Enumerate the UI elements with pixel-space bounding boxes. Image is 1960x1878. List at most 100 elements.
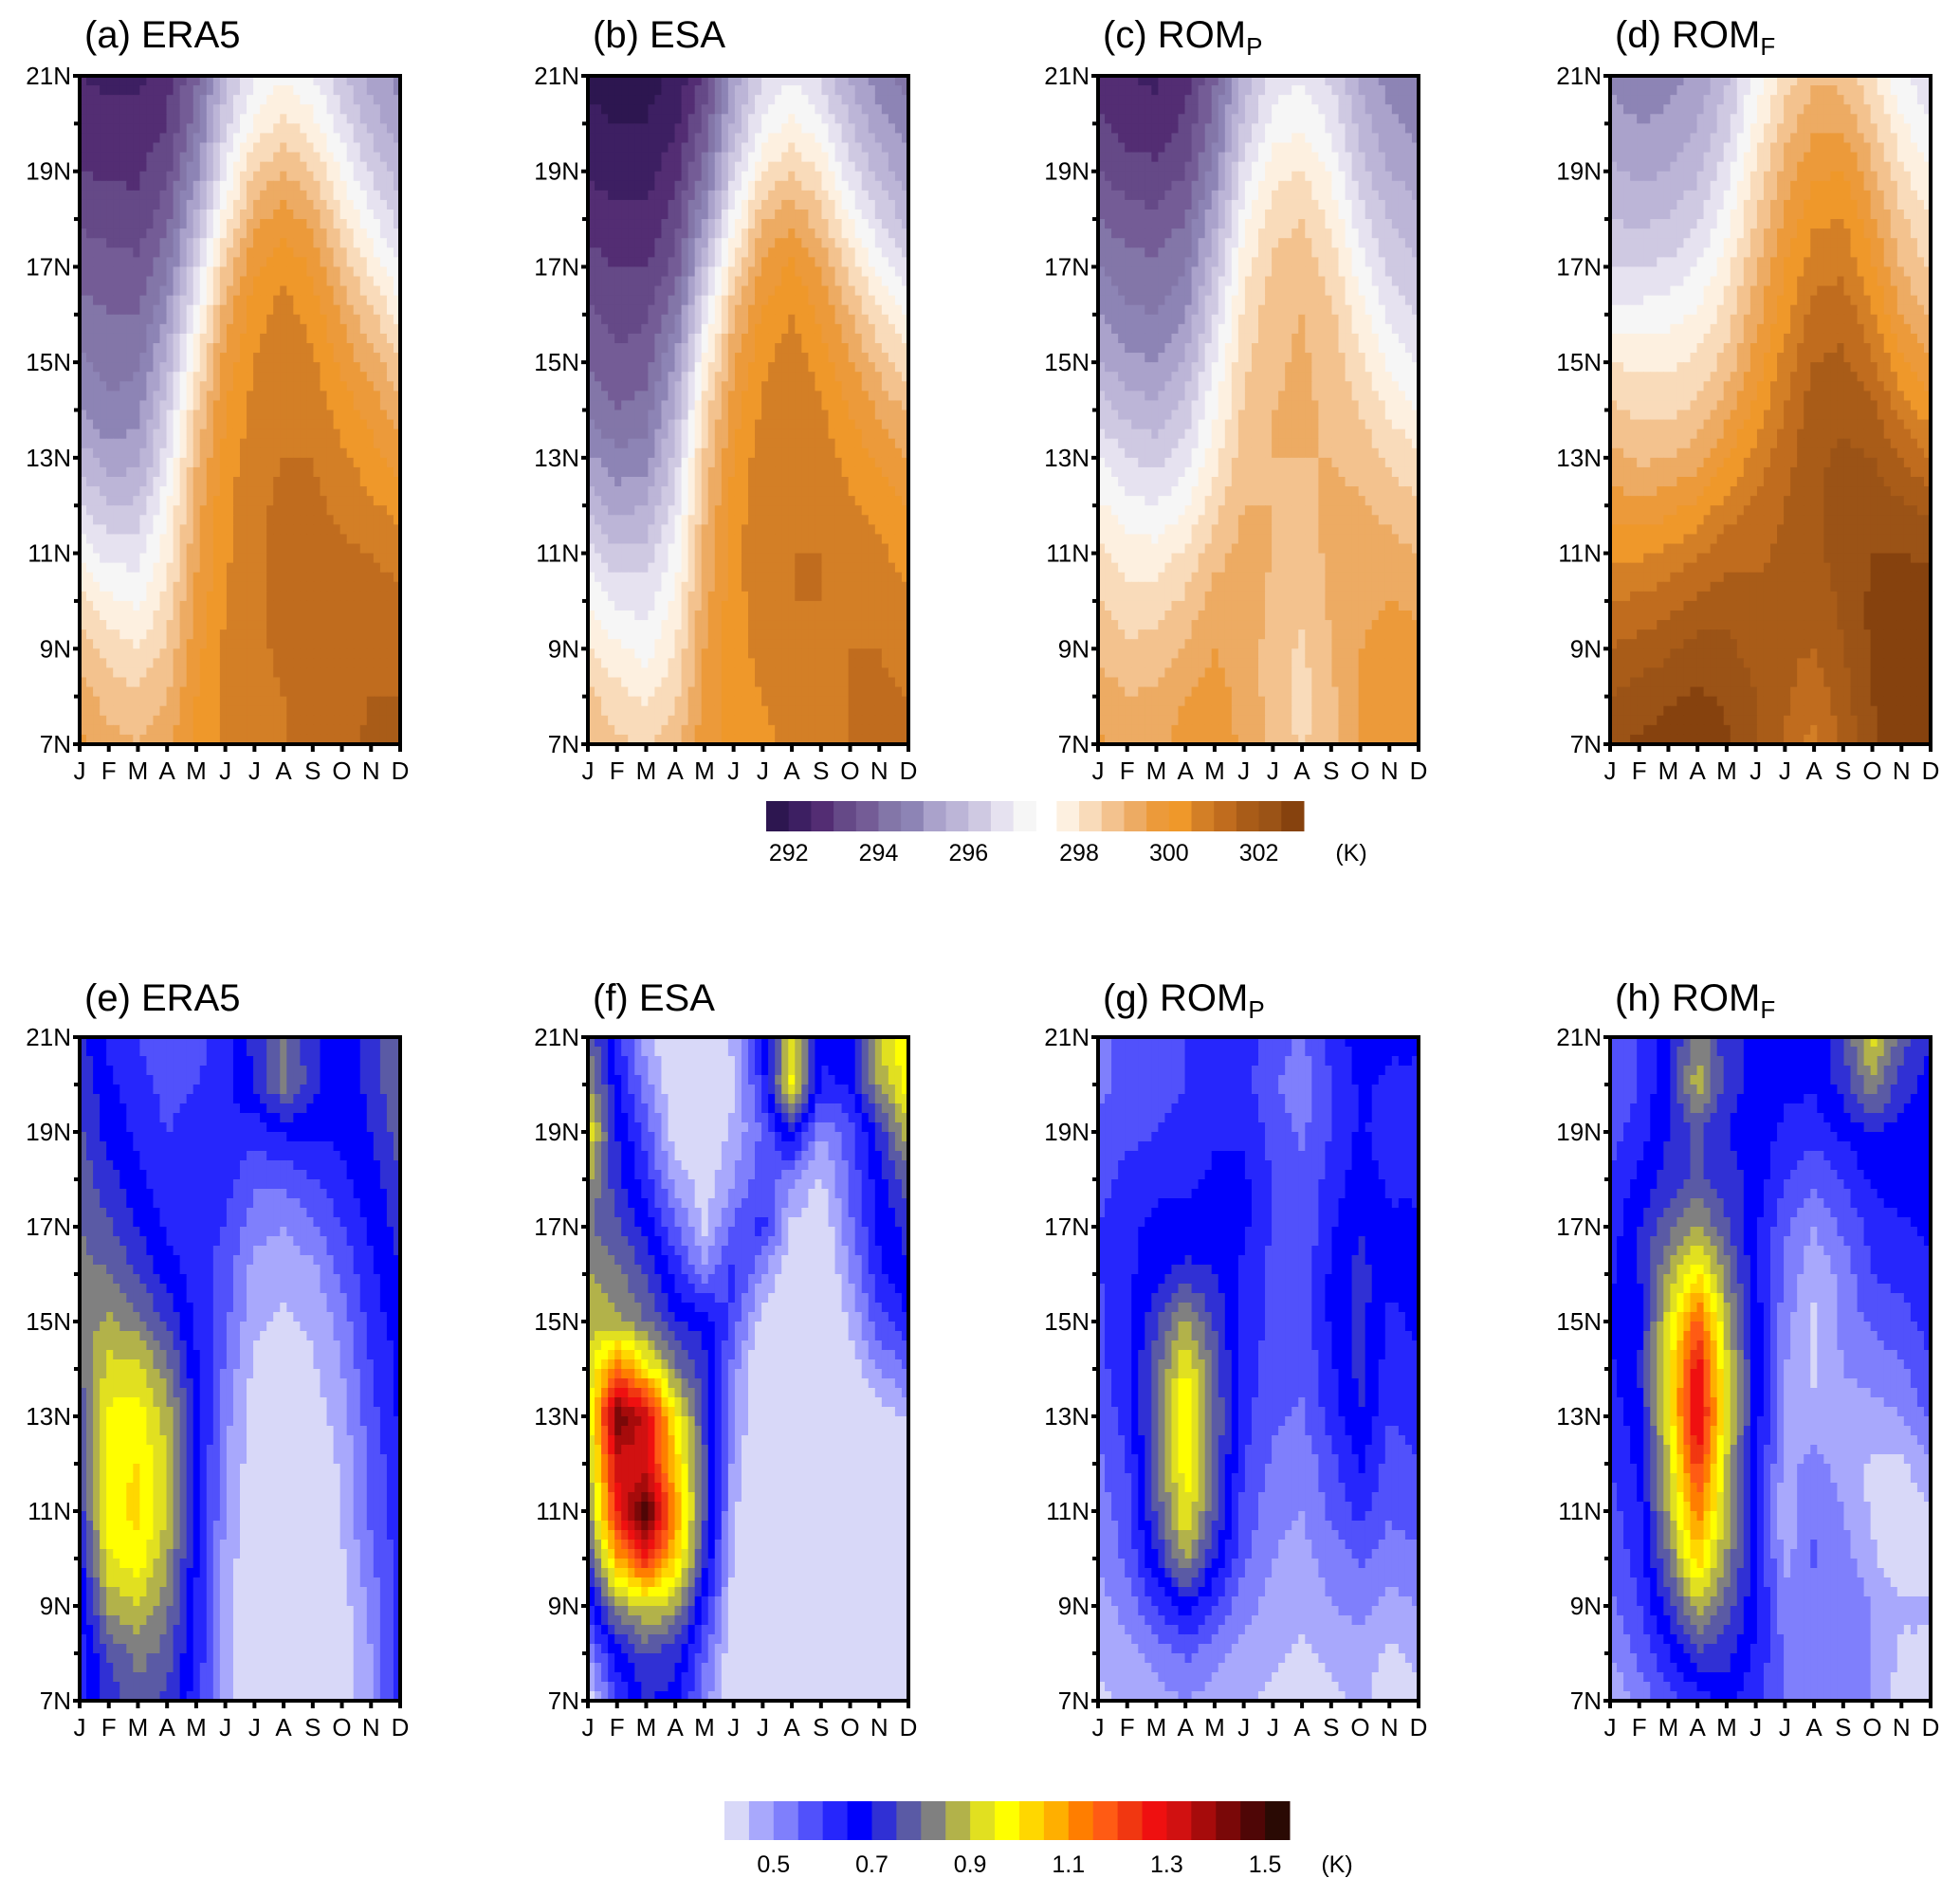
contour-cell [286, 477, 294, 487]
contour-cell [86, 686, 94, 698]
contour-cell [694, 190, 703, 201]
contour-cell [306, 400, 315, 411]
contour-cell [260, 190, 267, 201]
contour-cell [86, 524, 94, 536]
contour-cell [601, 323, 609, 335]
contour-cell [854, 180, 863, 191]
contour-cell [668, 266, 676, 278]
contour-cell [588, 152, 595, 163]
contour-cell [714, 228, 723, 239]
contour-cell [366, 123, 375, 135]
contour-cell [828, 247, 836, 258]
contour-cell [280, 104, 287, 115]
contour-cell [186, 314, 194, 325]
contour-cell [379, 543, 388, 555]
contour-cell [333, 658, 341, 669]
contour-cell [714, 276, 723, 287]
contour-cell [881, 76, 889, 86]
contour-cell [199, 581, 208, 593]
contour-cell [280, 562, 287, 574]
contour-cell [173, 314, 181, 325]
contour-cell [755, 228, 762, 239]
contour-cell [86, 362, 94, 373]
contour-cell [821, 257, 830, 268]
contour-cell [240, 333, 247, 344]
contour-cell [781, 381, 789, 392]
contour-cell [795, 219, 802, 229]
contour-cell [326, 372, 335, 382]
contour-cell [588, 353, 595, 363]
contour-cell [628, 210, 635, 220]
x-tick-label: J [219, 757, 231, 785]
contour-cell [755, 123, 762, 135]
contour-cell [86, 611, 94, 621]
contour-cell [146, 581, 155, 593]
contour-cell [192, 210, 201, 220]
contour-cell [159, 515, 168, 525]
contour-cell [106, 133, 114, 144]
contour-cell [113, 724, 120, 736]
contour-cell [888, 85, 896, 96]
contour-cell [240, 677, 247, 688]
contour-cell [795, 295, 802, 306]
contour-cell [106, 400, 114, 411]
contour-cell [113, 180, 120, 191]
contour-cell [186, 419, 194, 430]
contour-cell [346, 210, 355, 220]
contour-cell [621, 372, 629, 382]
contour-cell [781, 276, 789, 287]
contour-cell [333, 639, 341, 649]
contour-cell [159, 591, 168, 602]
contour-cell [707, 304, 716, 316]
contour-cell [346, 362, 355, 373]
contour-cell [313, 534, 321, 545]
contour-cell [173, 734, 181, 745]
contour-cell [173, 648, 181, 659]
contour-cell [126, 353, 134, 363]
contour-cell [641, 304, 649, 316]
contour-cell [339, 123, 348, 135]
contour-cell [333, 276, 341, 287]
contour-cell [86, 228, 94, 239]
contour-cell [714, 323, 723, 335]
contour-cell [126, 133, 134, 144]
contour-cell [133, 314, 140, 325]
contour-cell [306, 410, 315, 421]
contour-cell [226, 705, 234, 717]
contour-cell [253, 477, 261, 487]
contour-cell [601, 180, 609, 191]
contour-cell [668, 95, 676, 105]
contour-cell [240, 343, 247, 354]
contour-cell [346, 304, 355, 316]
contour-cell [206, 372, 214, 382]
contour-cell [153, 257, 161, 268]
contour-cell [232, 534, 241, 545]
contour-cell [206, 477, 214, 487]
contour-cell [714, 247, 723, 258]
contour-cell [106, 648, 114, 659]
contour-cell [139, 658, 148, 669]
contour-cell [280, 180, 287, 191]
contour-cell [280, 323, 287, 335]
contour-cell [320, 572, 328, 583]
contour-cell [359, 400, 368, 411]
contour-cell [100, 133, 107, 144]
contour-cell [153, 428, 161, 440]
contour-cell [253, 199, 261, 210]
contour-cell [126, 410, 134, 421]
contour-cell [212, 611, 221, 621]
contour-cell [260, 667, 267, 679]
contour-cell [339, 428, 348, 440]
contour-cell [808, 219, 816, 229]
contour-cell [379, 658, 388, 669]
contour-cell [266, 505, 274, 516]
contour-cell [293, 667, 301, 679]
contour-cell [226, 438, 234, 449]
contour-cell [86, 104, 94, 115]
contour-cell [788, 219, 796, 229]
contour-cell [373, 171, 381, 182]
contour-cell [260, 438, 267, 449]
contour-cell [247, 410, 254, 421]
contour-cell [300, 210, 308, 220]
contour-cell [126, 304, 134, 316]
